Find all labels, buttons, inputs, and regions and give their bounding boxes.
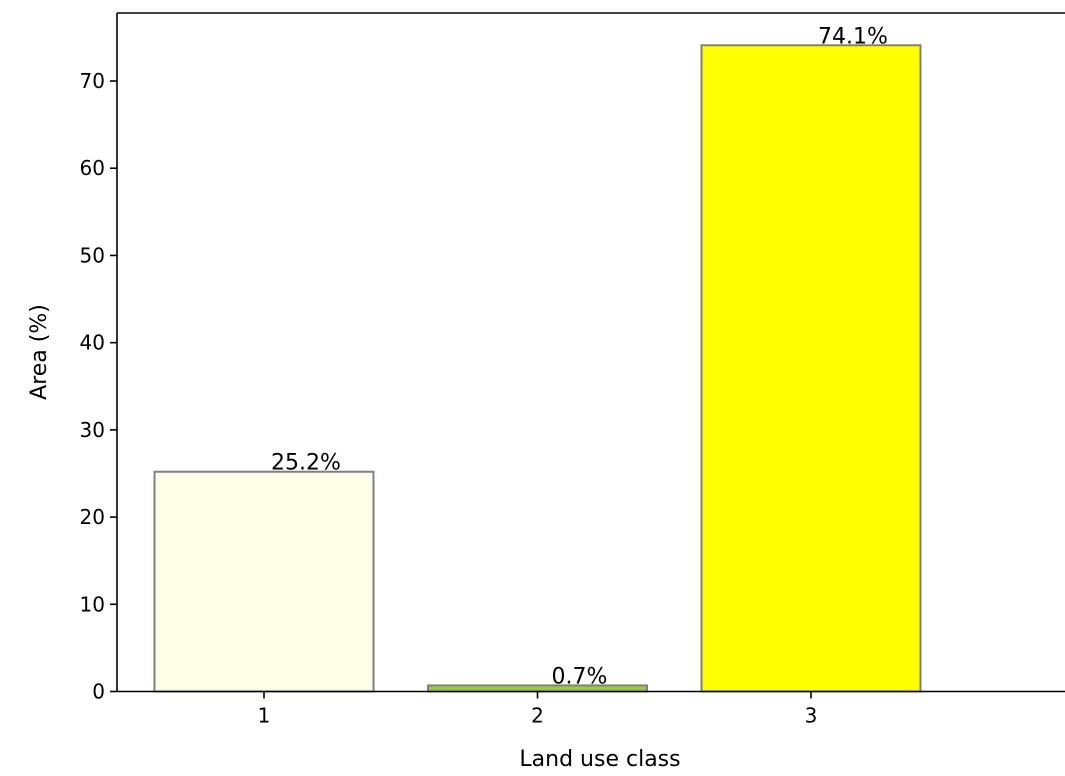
x-ticks-layer: 1 2 3: [258, 691, 818, 728]
x-axis-title: Land use class: [519, 747, 680, 771]
y-tick-label: 30: [80, 418, 105, 442]
y-tick-label: 10: [80, 592, 105, 616]
x-tick-label: 2: [531, 704, 544, 728]
y-ticks-layer: 0 10 20 30 40 50 60 70: [80, 69, 117, 704]
bar-class-3: [700, 44, 922, 693]
bar-class-2: [427, 684, 648, 693]
y-tick-label: 70: [80, 69, 105, 93]
data-labels-layer: 25.2% 0.7% 74.1%: [271, 24, 888, 689]
axes-layer: [116, 12, 1065, 693]
y-tick-label: 40: [80, 331, 105, 355]
data-label-class-2: 0.7%: [552, 664, 608, 689]
x-tick-label: 3: [805, 704, 818, 728]
x-tick-label: 1: [258, 704, 271, 728]
bars-layer: [153, 44, 922, 693]
y-tick-label: 20: [80, 505, 105, 529]
y-tick-label: 0: [92, 680, 105, 704]
data-label-class-3: 74.1%: [818, 24, 888, 49]
y-tick-label: 60: [80, 156, 105, 180]
y-axis-title: Area (%): [27, 304, 52, 400]
y-tick-label: 50: [80, 243, 105, 267]
data-label-class-1: 25.2%: [271, 451, 341, 476]
bar-class-1: [153, 470, 375, 693]
